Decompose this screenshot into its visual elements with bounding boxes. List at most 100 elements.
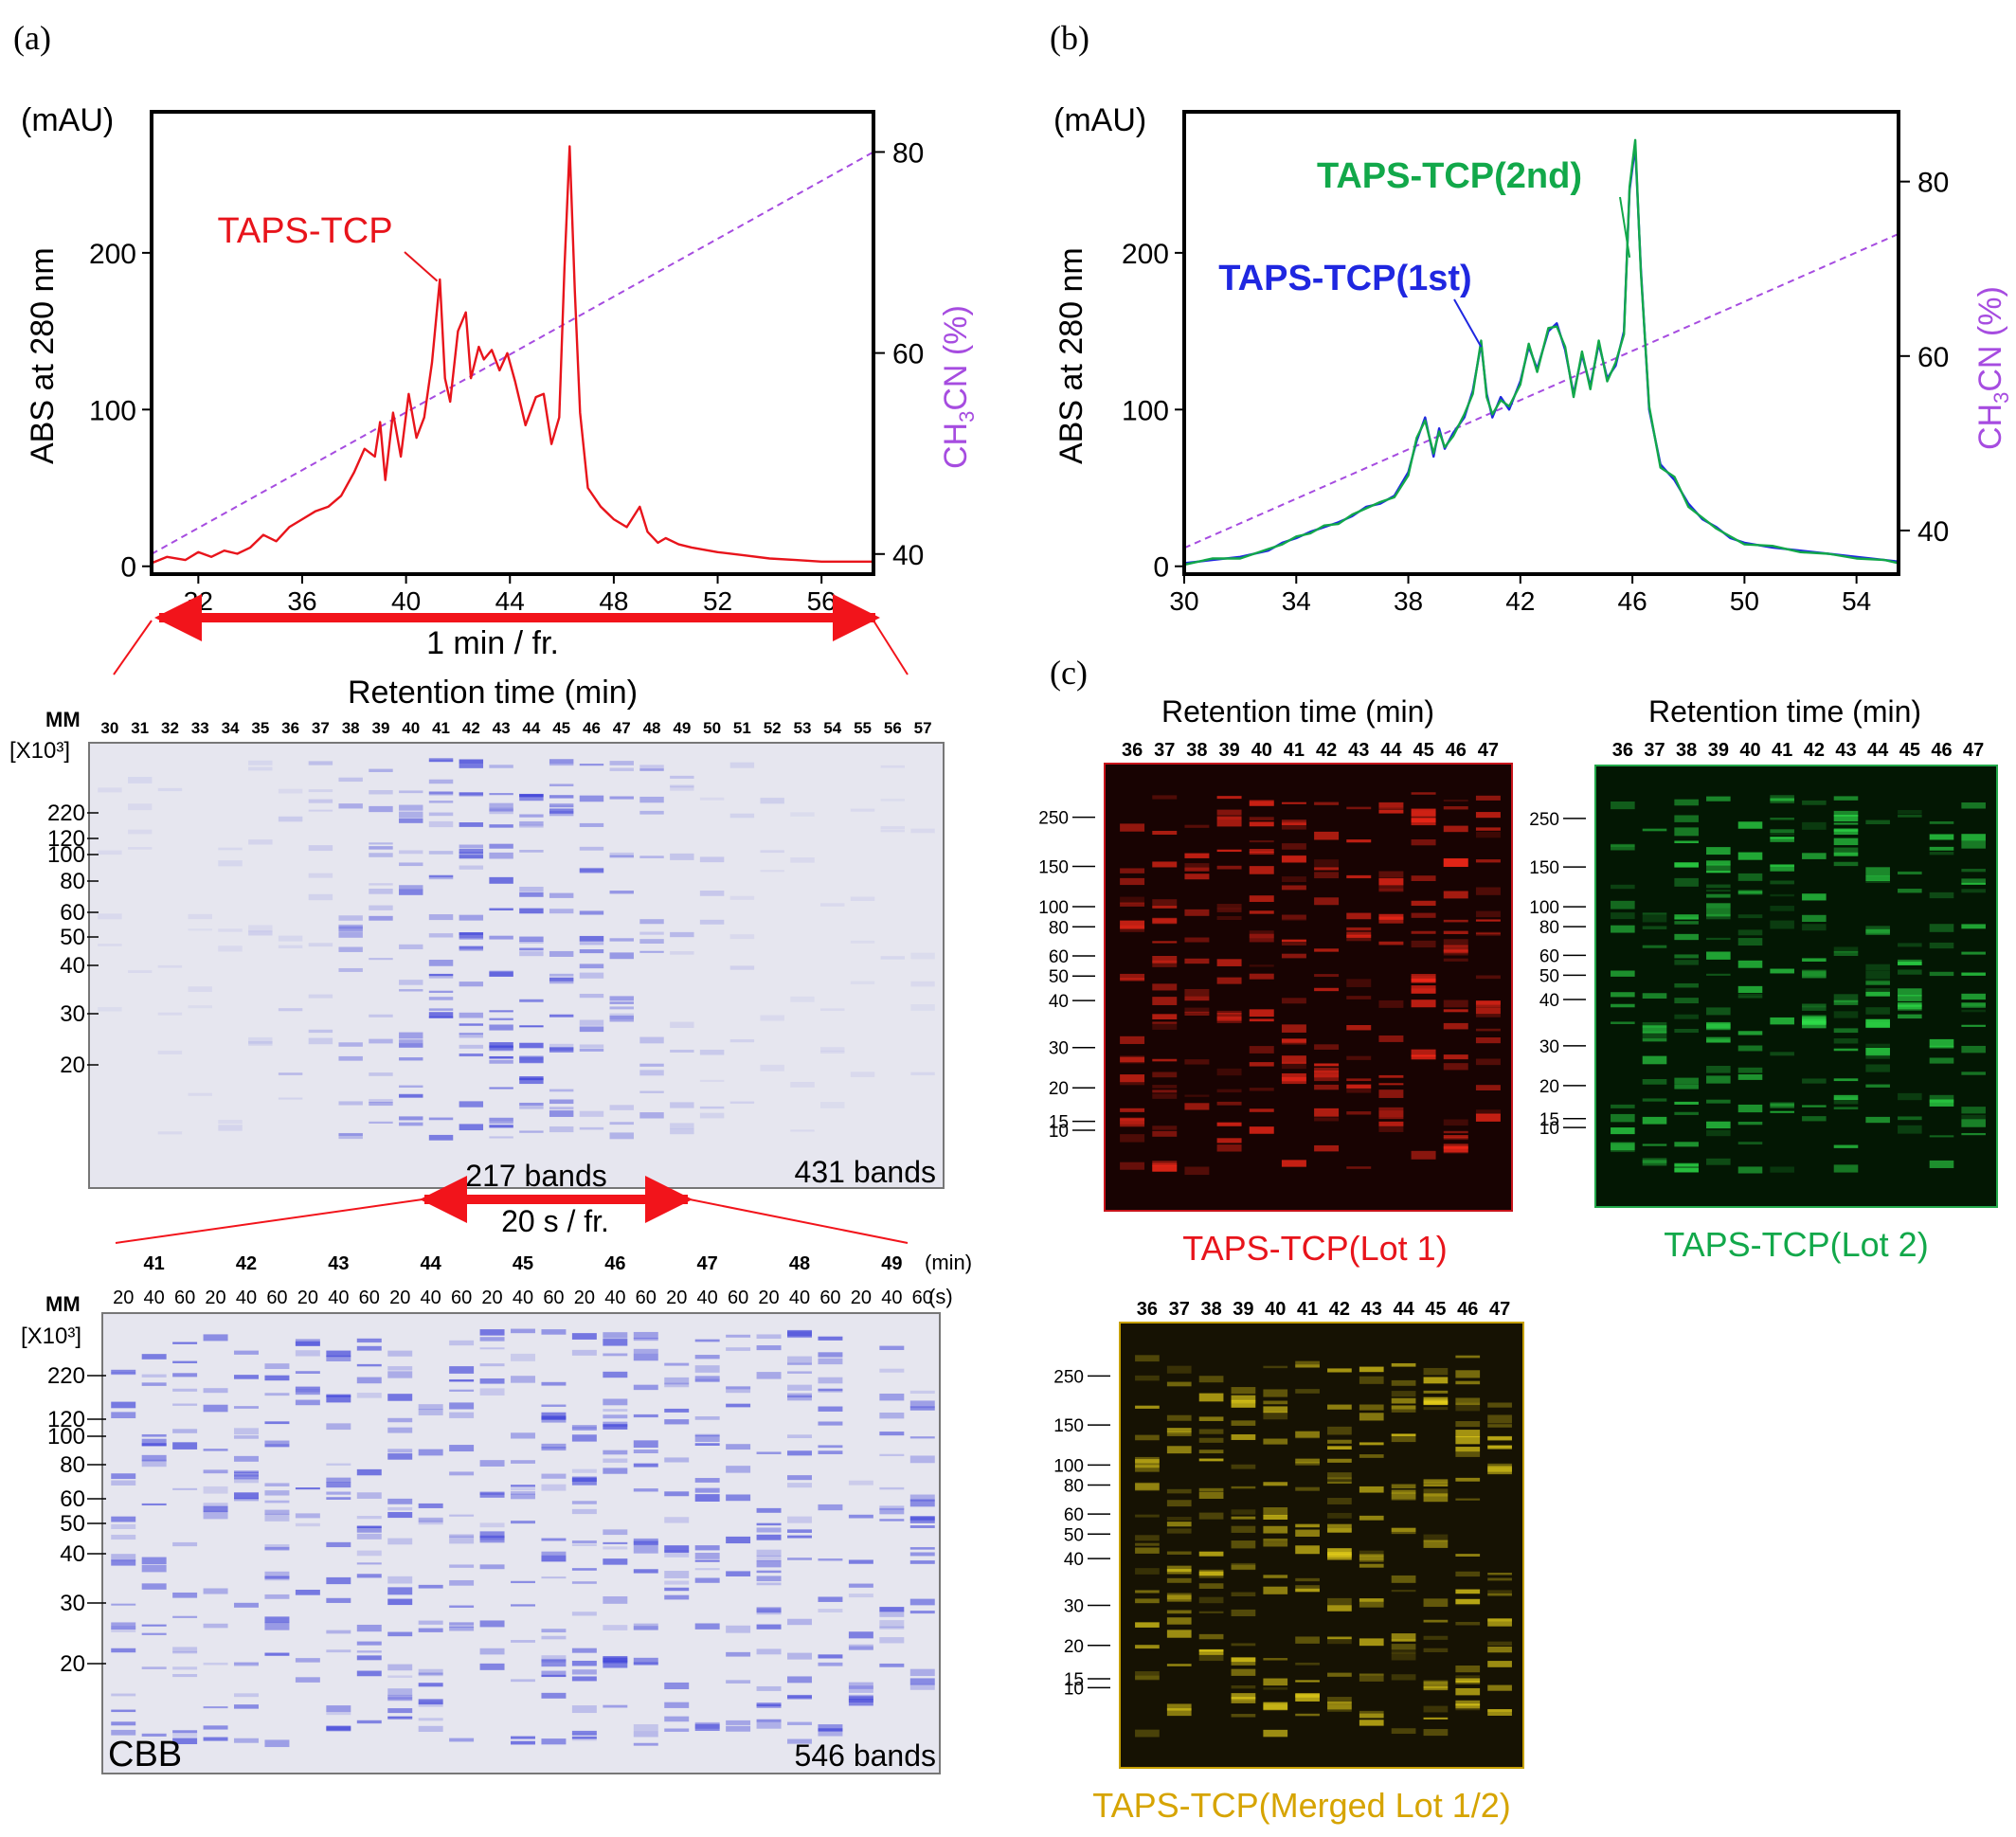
- gel-c-band: [1411, 930, 1436, 934]
- gel2-minute-label: 44: [421, 1253, 442, 1274]
- gel-c-band: [1802, 1105, 1827, 1108]
- gel-c-band: [1184, 1103, 1210, 1110]
- gel1-band: [549, 1043, 574, 1048]
- gel-c-marker-label: 10: [1539, 1119, 1559, 1139]
- gel1-band: [489, 935, 513, 940]
- gel-c-band: [1216, 916, 1242, 921]
- gel-c-band: [1443, 806, 1468, 810]
- gel-c-band: [1961, 1002, 1986, 1008]
- x-tick-label: 50: [1730, 586, 1759, 616]
- gel2-second-label: 40: [604, 1288, 625, 1308]
- gel-c-band: [1706, 1129, 1731, 1137]
- gel-c-band: [1216, 1013, 1242, 1021]
- gel2-band: [787, 1475, 812, 1481]
- chart-b-y2label: CH3CN (%): [1972, 286, 2013, 450]
- chart-b-series-1: [1183, 138, 1899, 567]
- gel-c-band: [1898, 1116, 1922, 1121]
- gel2-band: [603, 1409, 628, 1412]
- gel-c-band: [1706, 1075, 1731, 1084]
- gel-c-band: [1833, 852, 1859, 856]
- gel-c-band: [1487, 1424, 1512, 1428]
- gel-c-band: [1674, 1101, 1699, 1105]
- gel-c-band: [1120, 1055, 1145, 1064]
- gel-c-lane-label: 43: [1348, 740, 1369, 761]
- gel2-band: [848, 1583, 873, 1588]
- gel2-band: [387, 1716, 413, 1719]
- gel2-band: [726, 1571, 751, 1576]
- gel-c-band: [1216, 1122, 1242, 1126]
- gel-c-band: [1184, 909, 1210, 916]
- gel2-band: [541, 1329, 567, 1335]
- gel-c-band: [1281, 821, 1306, 830]
- gel-c-band: [1802, 958, 1827, 962]
- gel2-band: [756, 1549, 782, 1557]
- gel-c-band: [1423, 1680, 1449, 1685]
- gel-c-band: [1135, 1547, 1160, 1554]
- gel-c-band: [1611, 843, 1635, 851]
- gel2-band: [571, 1648, 597, 1653]
- gel-c-band: [1378, 878, 1404, 886]
- gel2-band: [172, 1360, 198, 1363]
- gel-c-band: [1833, 1038, 1859, 1044]
- gel1-band: [579, 822, 604, 827]
- gel-c-band: [1198, 1571, 1224, 1576]
- gel-lot2-frame: [1594, 765, 1998, 1208]
- gel2-minute-label: 42: [236, 1253, 257, 1274]
- gel-c-band: [1475, 887, 1501, 895]
- gel-c-band: [1802, 853, 1827, 859]
- gel-c-band: [1706, 1158, 1731, 1165]
- gel2-band: [694, 1559, 720, 1562]
- gel-c-marker-label: 80: [1539, 918, 1559, 938]
- gel-c-lane-label: 46: [1931, 740, 1952, 761]
- gel2-band: [756, 1555, 782, 1561]
- gel-c-band: [1198, 1596, 1224, 1604]
- gel2-band: [909, 1547, 935, 1550]
- gel-c-band: [1642, 1144, 1667, 1146]
- gel-c-band: [1231, 1399, 1256, 1408]
- gel1-band: [519, 936, 544, 942]
- gel1-band: [519, 1130, 544, 1133]
- gel1-band: [519, 1056, 544, 1063]
- gel-c-band: [1865, 1064, 1890, 1072]
- gel-c-band: [1642, 1078, 1667, 1085]
- gel1-band: [519, 814, 544, 818]
- gel2-sec-unit: (s): [928, 1285, 953, 1308]
- gel-c-band: [1961, 802, 1986, 809]
- gel2-band: [326, 1712, 351, 1716]
- gel-c-band: [1327, 1548, 1352, 1556]
- gel2-band: [326, 1630, 351, 1633]
- gel1-band: [489, 1046, 513, 1050]
- gel2-band: [818, 1596, 843, 1602]
- gel-c-band: [1281, 819, 1306, 823]
- gel-c-band: [1475, 910, 1501, 918]
- gel-c-band: [1249, 1009, 1274, 1018]
- gel2-band: [172, 1442, 198, 1450]
- gel-c-band: [1231, 1464, 1256, 1469]
- gel-c-band: [1263, 1411, 1288, 1420]
- zoom-line2-right: [689, 1198, 909, 1244]
- gel1-band: [399, 804, 423, 811]
- gel1-band: [157, 1131, 183, 1135]
- y2-tick-label: 40: [1917, 516, 1949, 548]
- gel2-band: [511, 1328, 535, 1334]
- gel1-band: [127, 847, 153, 850]
- gel2-band: [787, 1694, 812, 1698]
- gel1-band: [459, 865, 484, 870]
- gel-c-band: [1865, 1007, 1890, 1015]
- gel2-band: [449, 1622, 475, 1629]
- gel-c-band: [1314, 801, 1340, 805]
- gel2-band: [234, 1474, 259, 1480]
- range-label-20s: 20 s / fr.: [501, 1204, 609, 1238]
- gel2-band: [295, 1399, 320, 1406]
- gel2-band: [909, 1684, 935, 1690]
- gel-c-marker-label: 40: [1539, 991, 1559, 1011]
- gel1-lane-label: 31: [131, 719, 149, 737]
- gel-c-band: [1346, 912, 1372, 920]
- gel2-band: [418, 1699, 443, 1705]
- gel2-band: [726, 1403, 751, 1408]
- gel-c-band: [1249, 964, 1274, 967]
- gel-c-band: [1166, 1551, 1192, 1555]
- gel-c-band: [1961, 993, 1986, 1000]
- gel1-band: [428, 791, 454, 796]
- gel1-band: [639, 1036, 664, 1044]
